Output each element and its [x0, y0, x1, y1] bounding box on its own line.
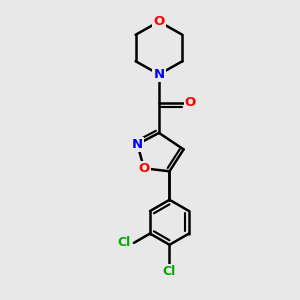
Text: O: O — [153, 15, 165, 28]
Text: Cl: Cl — [118, 236, 131, 249]
Text: N: N — [132, 138, 143, 151]
Text: O: O — [184, 96, 196, 110]
Text: O: O — [138, 162, 150, 175]
Text: N: N — [153, 68, 165, 81]
Text: Cl: Cl — [163, 265, 176, 278]
